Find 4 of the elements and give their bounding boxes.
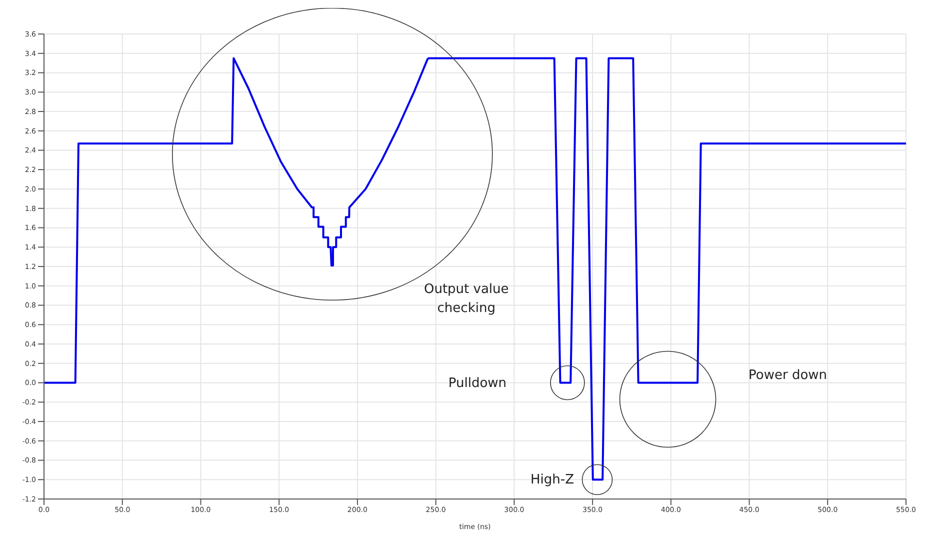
annotation: Pulldown	[448, 375, 507, 390]
annotation: Output value checking	[424, 282, 509, 316]
annotation: High-Z	[530, 472, 574, 488]
annotation: Power down	[748, 368, 828, 383]
